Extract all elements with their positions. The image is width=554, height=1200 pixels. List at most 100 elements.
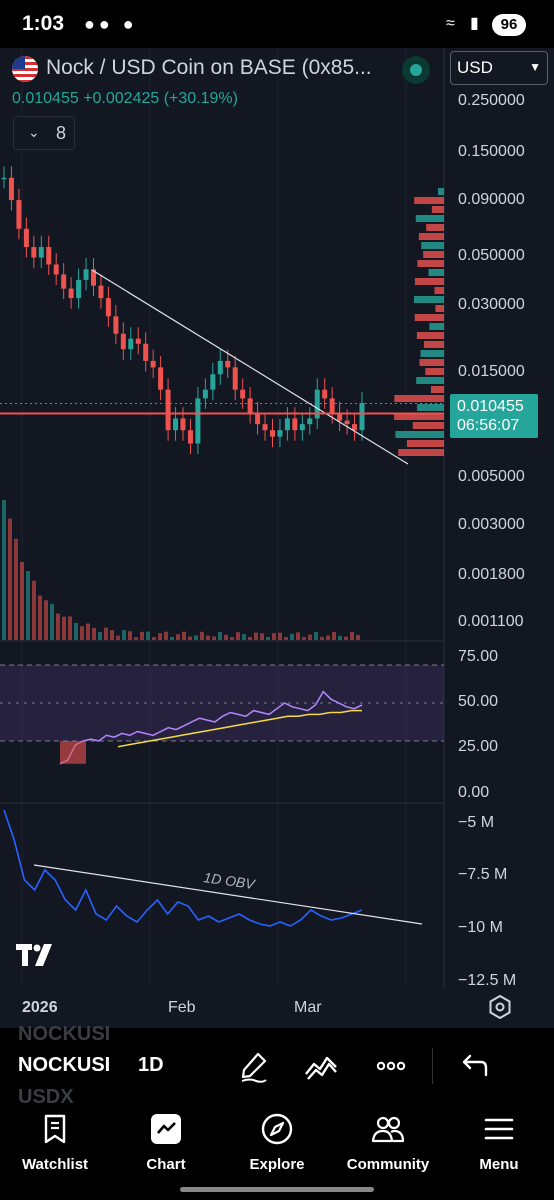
candle bbox=[217, 360, 223, 375]
volume-bar bbox=[254, 632, 258, 640]
indicators-toggle-button[interactable]: ⌄ 8 bbox=[13, 116, 75, 150]
candle bbox=[240, 389, 246, 399]
candle bbox=[314, 389, 320, 419]
candle bbox=[255, 413, 261, 425]
last-price: 0.010455 bbox=[12, 90, 79, 107]
candle bbox=[187, 430, 193, 444]
volume-bar bbox=[272, 633, 276, 640]
volume-bar bbox=[110, 630, 114, 640]
currency-select[interactable]: USD ▼ bbox=[450, 51, 548, 85]
volume-bar bbox=[194, 635, 198, 640]
price-axis-label: 0.001800 bbox=[458, 566, 525, 583]
volume-bar bbox=[350, 632, 354, 640]
volume-profile-bar bbox=[416, 332, 444, 339]
candle bbox=[352, 424, 358, 431]
volume-profile-bar bbox=[414, 278, 444, 285]
time-axis-label: Feb bbox=[168, 999, 196, 1016]
candle bbox=[31, 247, 37, 258]
price-axis-label: 0.050000 bbox=[458, 247, 525, 264]
status-bar: 1:03 ●● ● ≈ ▮ 96 bbox=[0, 0, 554, 48]
nav-label: Community bbox=[346, 1156, 430, 1173]
volume-bar bbox=[62, 616, 66, 640]
volume-profile-bar bbox=[438, 188, 444, 195]
interval-selector[interactable]: 1D bbox=[138, 1054, 164, 1076]
candle bbox=[53, 264, 59, 275]
hamburger-icon bbox=[484, 1118, 514, 1140]
settings-icon[interactable] bbox=[488, 995, 512, 1019]
more-options-icon[interactable] bbox=[373, 1048, 409, 1084]
nav-label: Explore bbox=[249, 1156, 305, 1173]
volume-profile-bar bbox=[419, 359, 444, 366]
currency-value: USD bbox=[457, 58, 493, 77]
candle bbox=[344, 420, 350, 425]
volume-bar bbox=[56, 613, 60, 640]
obv-trendline bbox=[33, 864, 423, 925]
volume-profile-bar bbox=[416, 377, 444, 384]
nav-watchlist[interactable]: Watchlist bbox=[0, 1112, 110, 1173]
volume-profile-bar bbox=[418, 233, 444, 240]
volume-profile-bar bbox=[435, 305, 444, 312]
nav-menu[interactable]: Menu bbox=[444, 1112, 554, 1173]
volume-bar bbox=[164, 631, 168, 640]
nav-explore[interactable]: Explore bbox=[222, 1112, 332, 1173]
candle bbox=[68, 288, 74, 299]
volume-bar bbox=[218, 631, 222, 640]
chart-canvas[interactable]: 1D OBV bbox=[0, 48, 554, 1028]
volume-bar bbox=[44, 600, 48, 640]
volume-bar bbox=[50, 603, 54, 640]
change-abs: +0.002425 bbox=[83, 90, 160, 107]
rsi-axis-label: 25.00 bbox=[458, 738, 499, 755]
obv-annotation: 1D OBV bbox=[203, 869, 258, 892]
volume-bar bbox=[20, 562, 24, 640]
indicators-icon[interactable] bbox=[303, 1048, 339, 1084]
volume-bar bbox=[344, 636, 348, 640]
indicators-count: 8 bbox=[56, 123, 67, 143]
last-price-tag: 0.010455 06:56:07 bbox=[450, 394, 538, 438]
volume-profile-bar bbox=[420, 350, 444, 357]
price-axis-label: 0.150000 bbox=[458, 143, 525, 160]
candle bbox=[165, 389, 171, 431]
volume-profile-bar bbox=[421, 242, 444, 249]
volume-bar bbox=[302, 637, 306, 640]
candle bbox=[105, 298, 111, 317]
symbol-selector[interactable]: NOCKUSI bbox=[18, 1054, 111, 1076]
time-axis-label: 2026 bbox=[22, 999, 58, 1016]
nav-chart[interactable]: Chart bbox=[111, 1112, 221, 1173]
volume-bar bbox=[206, 635, 210, 640]
candle bbox=[98, 285, 104, 299]
obv-line bbox=[3, 809, 363, 927]
symbol-scroll-previous[interactable]: NOCKUSI bbox=[18, 1023, 111, 1045]
price-axis-label: 0.005000 bbox=[458, 468, 525, 485]
chart-icon bbox=[151, 1114, 181, 1144]
symbol-scroll-next[interactable]: USDX bbox=[18, 1086, 74, 1108]
undo-icon[interactable] bbox=[455, 1048, 491, 1084]
tradingview-logo-icon bbox=[16, 944, 52, 966]
candle bbox=[1, 177, 7, 180]
chevron-down-icon: ▼ bbox=[529, 60, 541, 74]
volume-profile-bar bbox=[428, 269, 444, 276]
trendline bbox=[91, 269, 409, 465]
volume-bar bbox=[212, 636, 216, 640]
volume-bar bbox=[38, 595, 42, 640]
volume-profile-bar bbox=[412, 422, 444, 429]
price-tag-value: 0.010455 bbox=[457, 398, 524, 415]
market-status-icon[interactable] bbox=[402, 56, 430, 84]
candle bbox=[202, 389, 208, 399]
nav-community[interactable]: Community bbox=[333, 1112, 443, 1173]
volume-bar bbox=[248, 637, 252, 640]
volume-bar bbox=[308, 634, 312, 640]
nav-label: Watchlist bbox=[21, 1156, 89, 1173]
candle bbox=[61, 274, 67, 289]
volume-bar bbox=[338, 635, 342, 640]
candle bbox=[91, 269, 96, 286]
candle bbox=[284, 418, 290, 431]
candle bbox=[329, 398, 335, 414]
drawing-pen-icon[interactable] bbox=[236, 1048, 272, 1084]
chart-area[interactable]: 1D OBV Nock / USD Coin on BASE (0x85... … bbox=[0, 48, 554, 1028]
symbol-title[interactable]: Nock / USD Coin on BASE (0x85... bbox=[46, 56, 372, 79]
candle bbox=[158, 367, 164, 390]
candle bbox=[322, 389, 328, 399]
candle bbox=[173, 418, 179, 431]
candle bbox=[299, 424, 305, 431]
volume-profile-bar bbox=[434, 287, 444, 294]
